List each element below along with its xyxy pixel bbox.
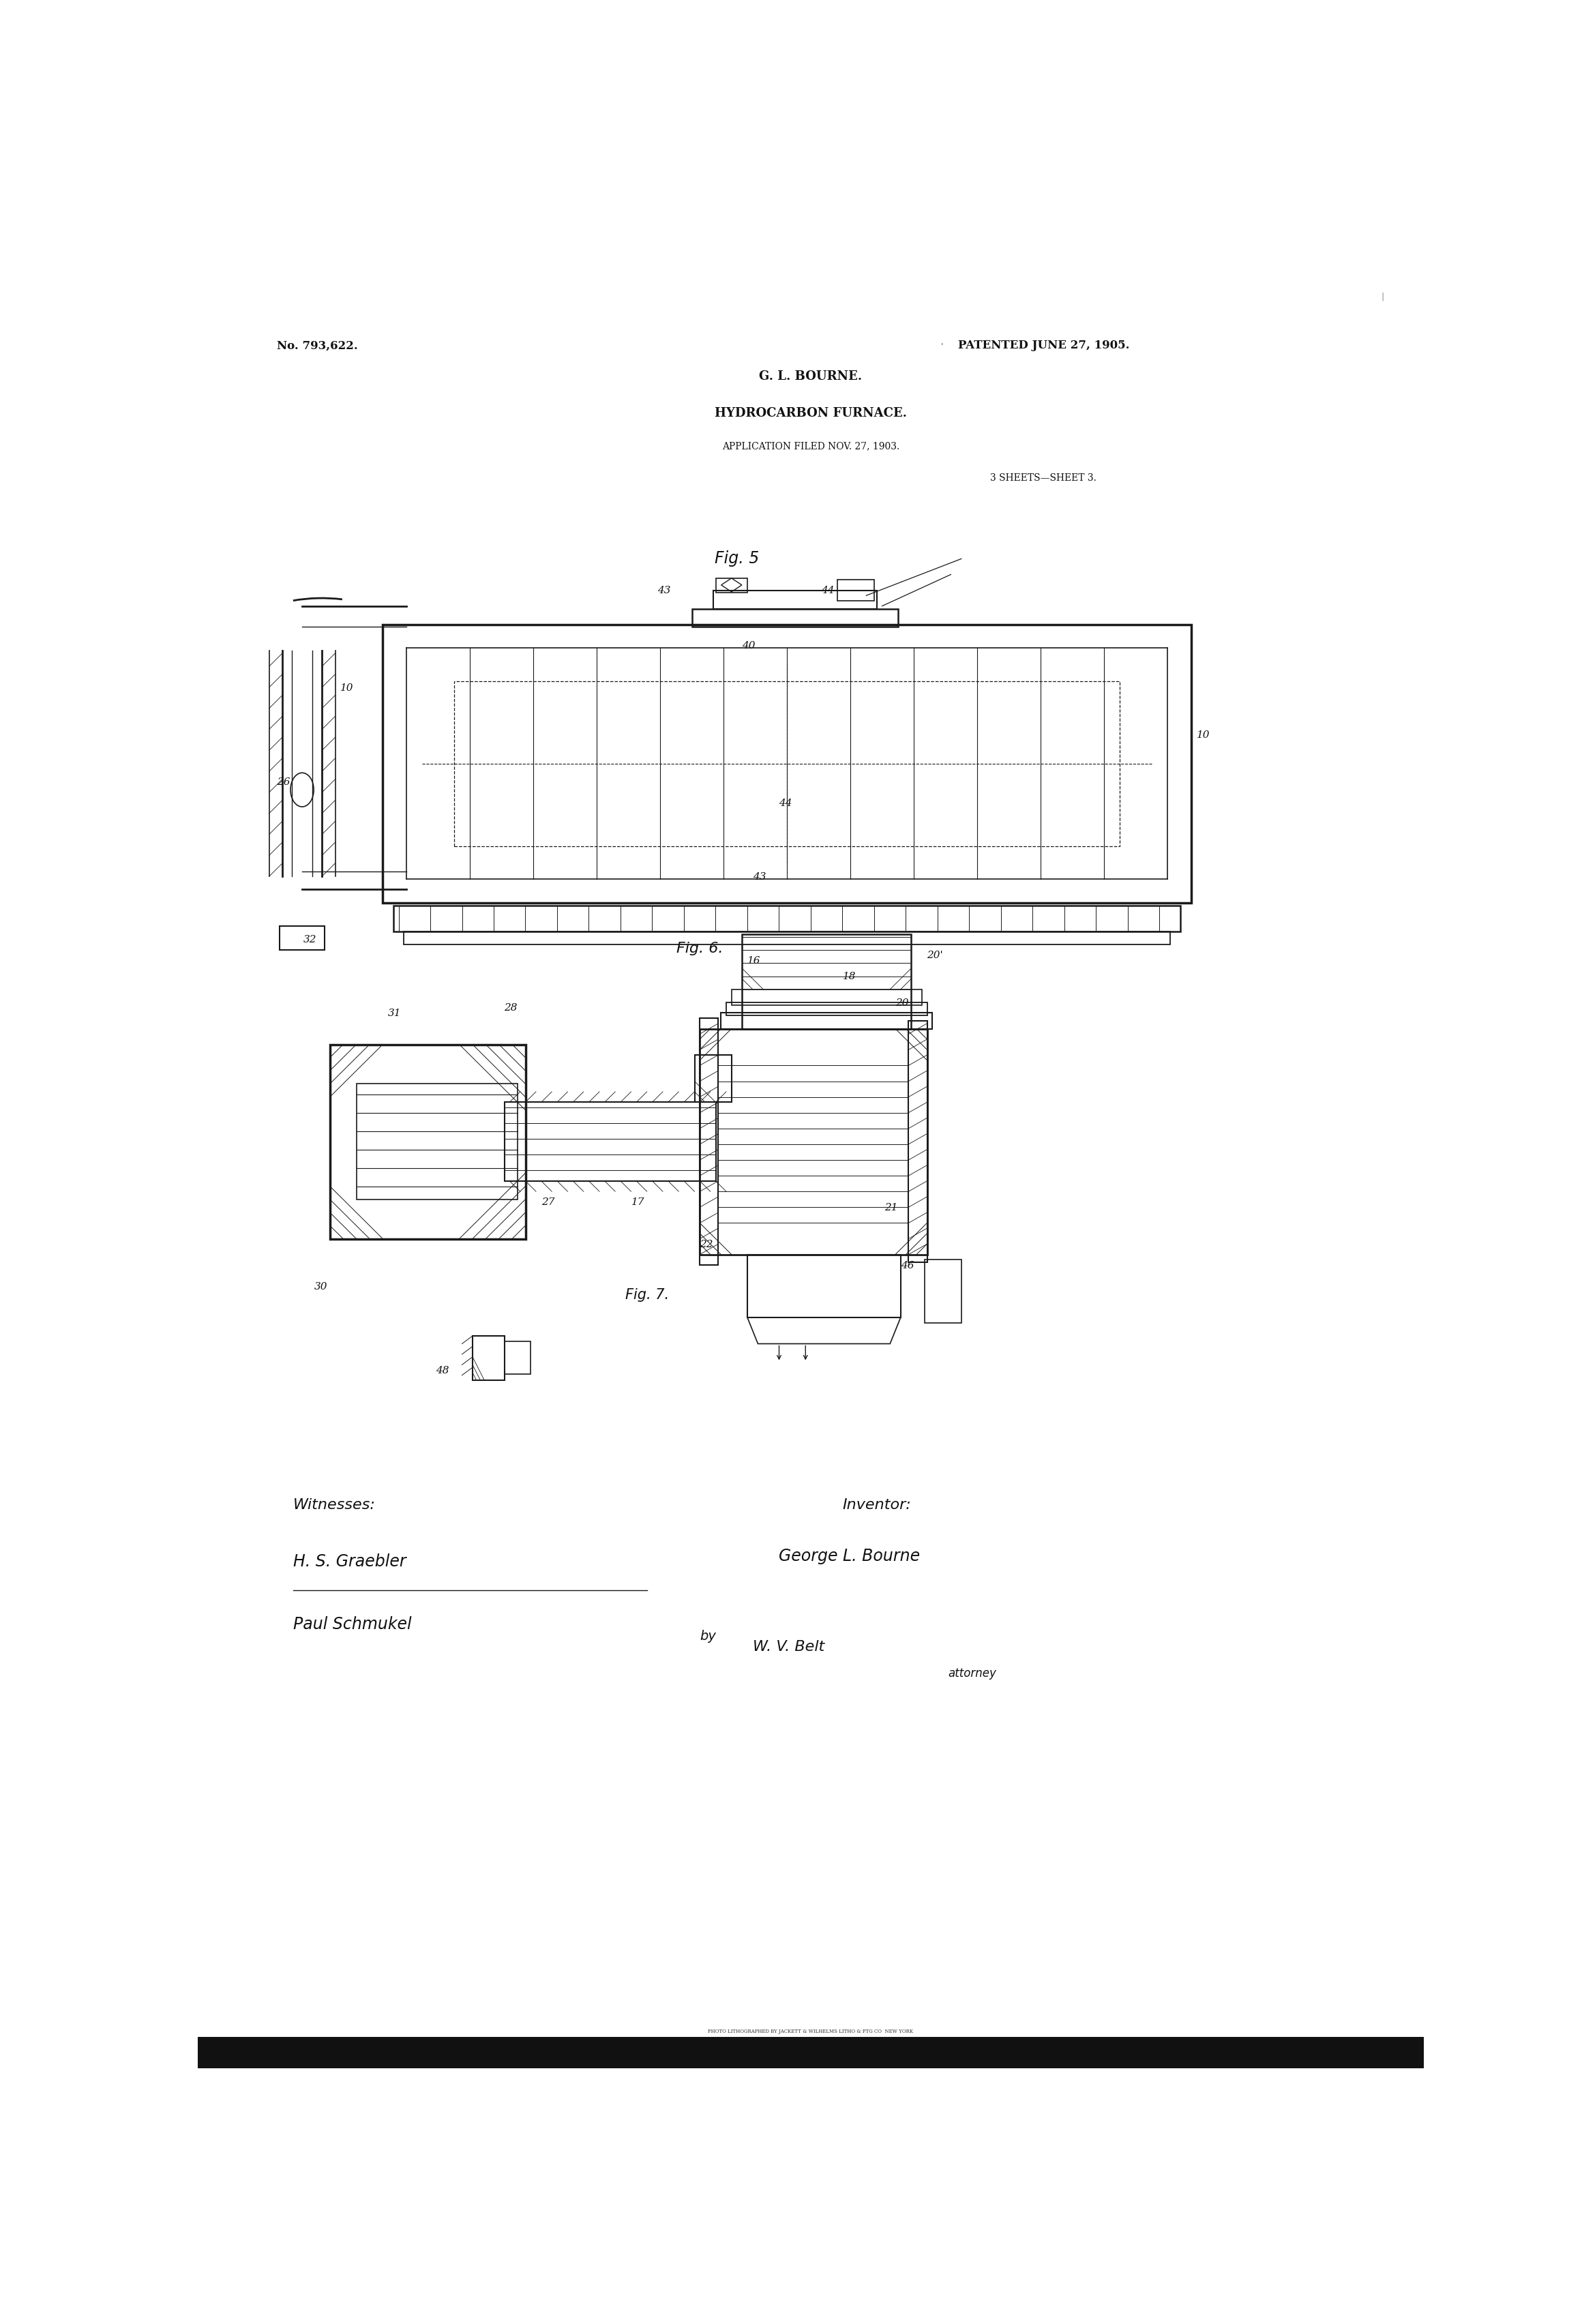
Text: 10: 10 xyxy=(1196,730,1210,739)
Text: 27: 27 xyxy=(541,1197,555,1206)
Text: 18: 18 xyxy=(843,971,856,981)
Bar xyxy=(356,1083,517,1199)
Bar xyxy=(198,2036,1424,2068)
Text: 28: 28 xyxy=(505,1004,517,1013)
Bar xyxy=(699,1018,718,1264)
Text: Inventor:: Inventor: xyxy=(843,1499,911,1513)
Bar xyxy=(731,990,922,1004)
Text: 30: 30 xyxy=(313,1283,327,1292)
Text: W. V. Belt: W. V. Belt xyxy=(753,1641,824,1655)
Text: 3 SHEETS—SHEET 3.: 3 SHEETS—SHEET 3. xyxy=(990,474,1096,483)
Text: 16: 16 xyxy=(747,955,761,967)
Text: 22: 22 xyxy=(699,1239,713,1250)
Text: by: by xyxy=(699,1629,717,1643)
Text: 17: 17 xyxy=(631,1197,644,1206)
Text: HYDROCARBON FURNACE.: HYDROCARBON FURNACE. xyxy=(715,407,906,421)
Bar xyxy=(747,1255,900,1318)
Bar xyxy=(715,579,747,593)
Bar xyxy=(837,579,875,602)
Text: 10: 10 xyxy=(340,683,354,693)
Text: Paul Schmukel: Paul Schmukel xyxy=(293,1615,411,1631)
Text: No. 793,622.: No. 793,622. xyxy=(277,339,358,351)
Text: 44: 44 xyxy=(778,799,793,809)
Text: PHOTO LITHOGRAPHED BY JACKETT & WILHELMS LITHO & PTG CO  NEW YORK: PHOTO LITHOGRAPHED BY JACKETT & WILHELMS… xyxy=(709,2029,913,2034)
Bar xyxy=(331,1043,525,1239)
Bar xyxy=(505,1102,715,1181)
Text: Fig. 7.: Fig. 7. xyxy=(625,1287,669,1301)
Bar xyxy=(924,1260,962,1322)
Bar xyxy=(454,681,1120,846)
Bar xyxy=(473,1336,505,1380)
Bar xyxy=(383,625,1191,902)
Text: |: | xyxy=(1381,293,1384,300)
Bar xyxy=(721,1013,932,1030)
Text: 26: 26 xyxy=(277,779,291,788)
Text: 20': 20' xyxy=(927,951,943,960)
Text: 46: 46 xyxy=(900,1260,914,1271)
Bar xyxy=(742,934,911,1030)
Text: 48: 48 xyxy=(435,1367,449,1376)
Bar xyxy=(713,590,876,609)
Text: 20: 20 xyxy=(895,997,908,1009)
Text: 43: 43 xyxy=(658,586,671,595)
Text: 21: 21 xyxy=(884,1204,899,1213)
Bar xyxy=(691,609,899,627)
Text: PATENTED JUNE 27, 1905.: PATENTED JUNE 27, 1905. xyxy=(959,339,1130,351)
Text: 43: 43 xyxy=(753,872,766,881)
Bar xyxy=(694,1055,731,1102)
Text: ': ' xyxy=(941,342,943,351)
Bar xyxy=(699,1030,927,1255)
Text: 44: 44 xyxy=(821,586,835,595)
Bar xyxy=(394,906,1180,932)
Bar xyxy=(403,932,1171,944)
Text: APPLICATION FILED NOV. 27, 1903.: APPLICATION FILED NOV. 27, 1903. xyxy=(721,442,900,451)
Text: G. L. BOURNE.: G. L. BOURNE. xyxy=(759,370,862,383)
Bar xyxy=(908,1020,927,1262)
Text: 31: 31 xyxy=(388,1009,402,1018)
Bar xyxy=(726,1002,927,1016)
Text: Fig. 5: Fig. 5 xyxy=(715,551,759,567)
Bar xyxy=(280,927,324,951)
Text: attorney: attorney xyxy=(948,1669,997,1680)
Text: 40: 40 xyxy=(742,641,755,651)
Text: Fig. 6.: Fig. 6. xyxy=(677,941,723,955)
Bar xyxy=(505,1341,530,1373)
Text: 32: 32 xyxy=(304,934,316,944)
Text: H. S. Graebler: H. S. Graebler xyxy=(293,1552,407,1569)
Text: Witnesses:: Witnesses: xyxy=(293,1499,375,1513)
Text: George L. Bourne: George L. Bourne xyxy=(778,1548,921,1564)
